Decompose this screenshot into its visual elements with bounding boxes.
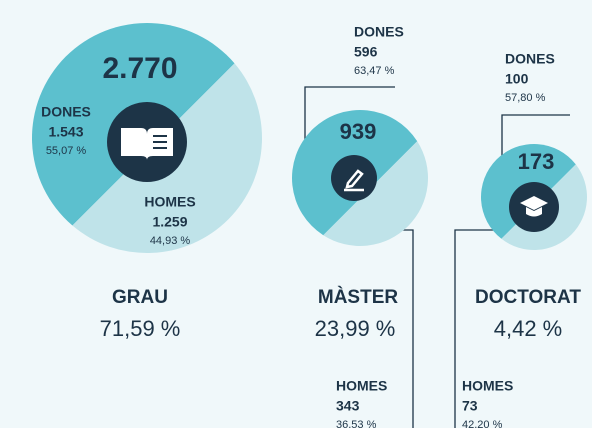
value-label: 36,53 % — [336, 419, 377, 428]
book-lines — [153, 135, 167, 149]
total-label: 2.770 — [102, 52, 177, 85]
value-label: 55,07 % — [46, 145, 87, 157]
category-label: HOMES — [462, 378, 513, 394]
pencil-icon — [344, 169, 364, 192]
value-label: 57,80 % — [505, 92, 546, 104]
icon-circle — [331, 155, 377, 201]
chart-title: DOCTORAT — [475, 287, 581, 308]
leader-line — [454, 229, 498, 428]
share-label: 4,42 % — [494, 316, 563, 341]
count-label: 100 — [505, 71, 529, 87]
pie-slice — [323, 141, 428, 246]
count-label: 1.259 — [152, 214, 187, 230]
total-label: 939 — [340, 119, 377, 144]
value-label: 42,20 % — [462, 419, 503, 428]
count-label: 596 — [354, 44, 378, 60]
total-label: 173 — [518, 149, 555, 174]
category-label: DONES — [505, 51, 555, 67]
value-label: 44,93 % — [150, 235, 191, 247]
count-label: 73 — [462, 398, 478, 414]
category-label: DONES — [354, 24, 404, 40]
share-label: 71,59 % — [100, 316, 181, 341]
cap-icon — [520, 196, 548, 217]
chart-title: GRAU — [112, 287, 168, 308]
chart-title: MÀSTER — [318, 286, 399, 308]
count-label: 343 — [336, 398, 360, 414]
share-label: 23,99 % — [315, 316, 396, 341]
category-label: HOMES — [144, 194, 195, 210]
count-label: 1.543 — [48, 124, 83, 140]
category-label: HOMES — [336, 378, 387, 394]
value-label: 63,47 % — [354, 65, 395, 77]
category-label: DONES — [41, 104, 91, 120]
